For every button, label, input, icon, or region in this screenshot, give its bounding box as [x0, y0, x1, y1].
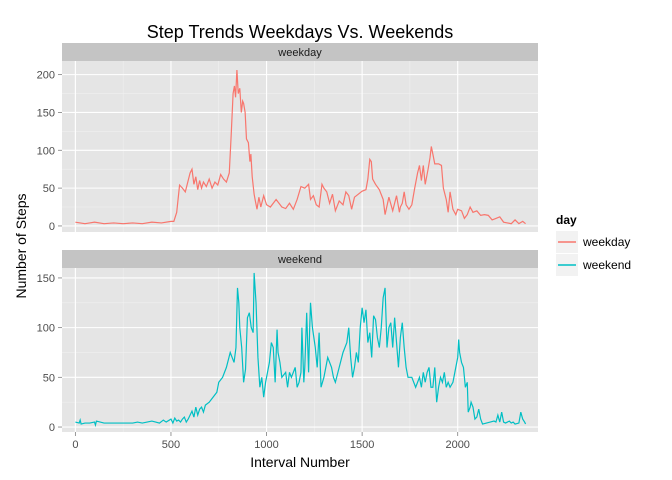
legend-label-weekday: weekday	[582, 235, 630, 249]
legend-label-weekend: weekend	[582, 258, 631, 272]
x-tick-label: 1000	[254, 439, 278, 451]
x-tick-label: 1500	[350, 439, 374, 451]
legend: day weekday weekend	[556, 213, 631, 276]
x-tick-label: 0	[72, 439, 78, 451]
y-tick-label: 0	[49, 422, 55, 434]
y-tick-label: 200	[37, 70, 55, 82]
plot-background-weekend	[62, 268, 538, 432]
legend-item-weekday: weekday	[556, 231, 630, 253]
y-axis-title: Number of Steps	[13, 193, 29, 298]
strip-label-weekday: weekday	[277, 47, 322, 59]
y-tick-label: 150	[37, 273, 55, 285]
y-axis-weekend: 0 50 100 150	[37, 273, 62, 434]
legend-title: day	[556, 213, 577, 227]
y-tick-label: 100	[37, 323, 55, 335]
series-line-weekday	[75, 70, 526, 225]
y-tick-label: 150	[37, 107, 55, 119]
panel-weekend: weekend 0 50 100 150	[37, 250, 538, 434]
y-axis-weekday: 0 50 100 150 200	[37, 70, 62, 233]
x-axis-title: Interval Number	[250, 454, 350, 470]
y-tick-label: 50	[43, 372, 55, 384]
y-tick-label: 100	[37, 145, 55, 157]
strip-label-weekend: weekend	[277, 254, 322, 266]
y-tick-label: 0	[49, 221, 55, 233]
x-axis: 0 500 1000 1500 2000	[72, 432, 470, 451]
legend-item-weekend: weekend	[556, 254, 631, 276]
series-line-weekend	[75, 272, 527, 428]
plot-background-weekday	[62, 61, 538, 232]
y-tick-label: 50	[43, 183, 55, 195]
panel-weekday: weekday 0 50 100 150 200	[37, 43, 538, 233]
x-tick-label: 500	[162, 439, 180, 451]
strip-weekday	[62, 43, 538, 61]
x-tick-label: 2000	[445, 439, 469, 451]
strip-weekend	[62, 250, 538, 268]
chart-title: Step Trends Weekdays Vs. Weekends	[147, 22, 454, 42]
